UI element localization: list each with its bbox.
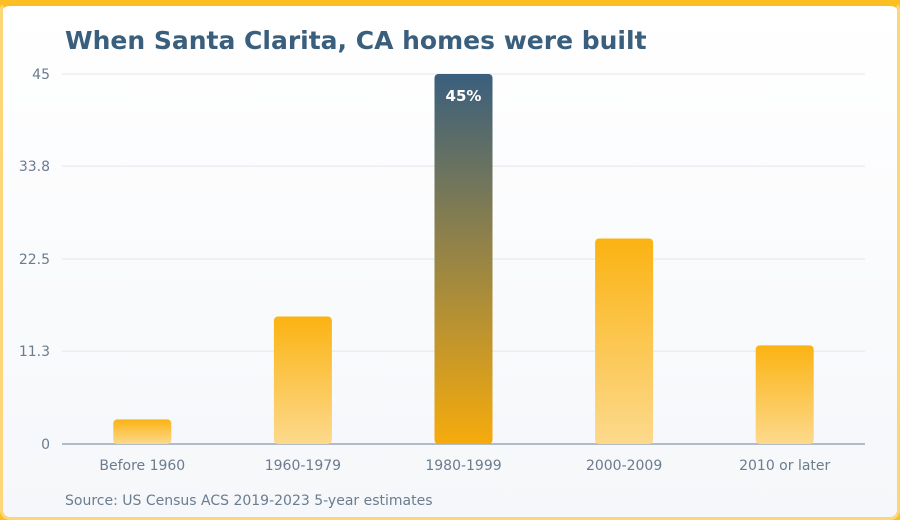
x-category-label: 2010 or later <box>739 458 830 474</box>
bar-2010-or-later <box>755 345 814 444</box>
bars: 45% <box>113 74 814 444</box>
x-axis-labels: Before 1960 1960-1979 1980-1999 2000-2009 20… <box>99 458 830 474</box>
x-category-label: 1980-1999 <box>425 458 501 474</box>
x-category-label: 2000-2009 <box>586 458 662 474</box>
y-tick-label: 45 <box>32 67 50 83</box>
y-tick-label: 33.8 <box>19 159 50 175</box>
y-tick-label: 11.3 <box>19 344 50 360</box>
bar-before-1960 <box>113 419 172 444</box>
y-tick-label: 0 <box>41 437 50 453</box>
chart-title: When Santa Clarita, CA homes were built <box>65 26 647 55</box>
x-category-label: 1960-1979 <box>265 458 341 474</box>
y-tick-label: 22.5 <box>19 252 50 268</box>
bar-2000-2009 <box>595 238 654 444</box>
bar-data-label: 45% <box>446 87 482 105</box>
x-category-label: Before 1960 <box>99 458 185 474</box>
bar-1960-1979 <box>273 316 332 444</box>
bar-1980-1999 <box>434 74 493 444</box>
y-axis-ticks: 0 11.3 22.5 33.8 45 <box>19 67 50 453</box>
chart-source-note: Source: US Census ACS 2019-2023 5-year e… <box>65 493 433 509</box>
